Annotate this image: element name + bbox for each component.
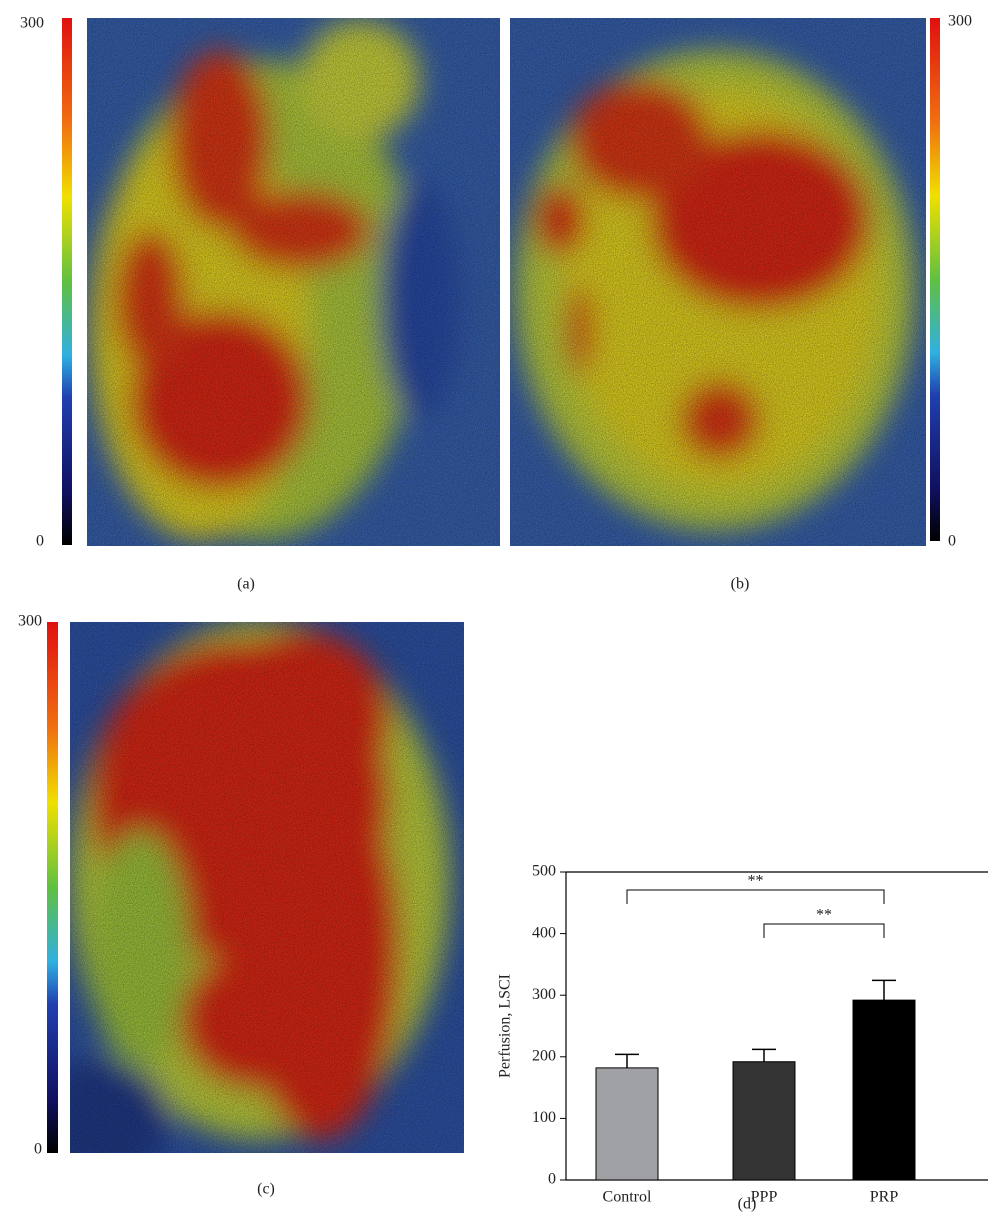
panel-label: (d) <box>738 1196 757 1213</box>
panel-label: (c) <box>257 1181 275 1198</box>
significance-bracket <box>763 923 885 938</box>
significance-bracket <box>626 889 885 904</box>
x-tick-label: Control <box>603 1189 652 1206</box>
heatmap <box>510 18 926 546</box>
y-tick-label: 200 <box>532 1047 556 1064</box>
significance-label: ** <box>816 907 832 924</box>
colorbar <box>47 622 58 1153</box>
colorbar-tick-label: 0 <box>36 533 44 550</box>
panel-label: (a) <box>237 576 255 593</box>
heatmap <box>70 622 464 1153</box>
bar <box>595 1067 659 1181</box>
x-tick-label: PPP <box>751 1189 778 1206</box>
panel-label: (b) <box>731 576 750 593</box>
y-tick-label: 300 <box>532 986 556 1003</box>
colorbar-tick-label: 0 <box>948 533 956 550</box>
heatmap <box>87 18 500 546</box>
bar <box>732 1061 796 1181</box>
colorbar-tick-label: 300 <box>20 15 44 32</box>
y-tick-label: 100 <box>532 1109 556 1126</box>
bar <box>852 999 916 1181</box>
y-tick-label: 400 <box>532 924 556 941</box>
y-tick-label: 500 <box>532 863 556 880</box>
colorbar-tick-label: 0 <box>34 1141 42 1158</box>
colorbar-tick-label: 300 <box>18 613 42 630</box>
y-axis-label: Perfusion, LSCI <box>497 974 514 1078</box>
colorbar <box>62 18 72 545</box>
significance-label: ** <box>748 873 764 890</box>
x-tick-label: PRP <box>870 1189 899 1206</box>
y-tick-label: 0 <box>548 1171 556 1188</box>
colorbar <box>930 18 940 541</box>
colorbar-tick-label: 300 <box>948 13 972 30</box>
